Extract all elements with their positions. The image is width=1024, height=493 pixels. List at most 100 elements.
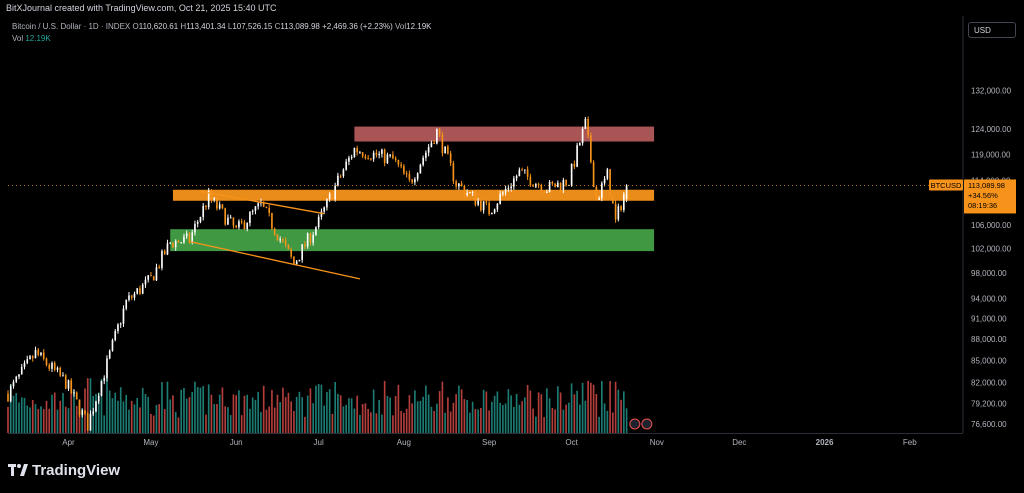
candle-body bbox=[155, 267, 158, 281]
volume-bar bbox=[331, 414, 334, 433]
volume-bar bbox=[53, 392, 56, 433]
candle-body bbox=[23, 362, 26, 367]
volume-bar bbox=[617, 389, 620, 433]
candle-body bbox=[265, 206, 268, 208]
volume-bar bbox=[361, 404, 364, 433]
volume-bar bbox=[345, 404, 347, 433]
volume-bar bbox=[317, 383, 320, 433]
volume-bar bbox=[62, 393, 64, 433]
x-tick-label: 2026 bbox=[816, 438, 834, 447]
volume-bar bbox=[496, 391, 499, 433]
volume-bar bbox=[246, 394, 249, 433]
volume-bar bbox=[67, 408, 70, 433]
volume-bar bbox=[460, 389, 463, 433]
volume-bar bbox=[422, 396, 424, 433]
candle-body bbox=[103, 377, 106, 381]
volume-bar bbox=[488, 410, 490, 433]
volume-bar bbox=[554, 409, 556, 433]
y-tick-label: 119,000.00 bbox=[971, 150, 1011, 159]
volume-bar bbox=[405, 408, 408, 433]
candle-body bbox=[513, 178, 515, 187]
candle-body bbox=[317, 216, 320, 228]
candle-body bbox=[557, 182, 559, 188]
y-tick-label: 132,000.00 bbox=[971, 87, 1012, 96]
symbol-line[interactable]: Bitcoin / U.S. Dollar · 1D · INDEX bbox=[12, 22, 131, 31]
candle-body bbox=[309, 233, 312, 243]
volume-bar bbox=[183, 387, 185, 433]
candles-layer bbox=[7, 116, 628, 431]
volume-bar bbox=[551, 407, 554, 433]
volume-bar bbox=[147, 396, 150, 433]
candle-body bbox=[331, 193, 334, 200]
volume-bar bbox=[416, 401, 419, 433]
candle-body bbox=[438, 129, 441, 135]
candle-body bbox=[529, 176, 532, 186]
candle-body bbox=[579, 143, 581, 146]
candle-body bbox=[496, 203, 499, 210]
candle-body bbox=[172, 242, 174, 248]
candle-body bbox=[447, 146, 449, 154]
volume-bar bbox=[128, 409, 130, 433]
volume-bar bbox=[510, 395, 512, 433]
volume-bar bbox=[480, 407, 482, 433]
candle-body bbox=[276, 234, 279, 241]
vol-legend-label[interactable]: Vol bbox=[12, 34, 24, 43]
volume-bar bbox=[100, 378, 103, 433]
volume-bar bbox=[559, 392, 562, 433]
candle-body bbox=[40, 352, 42, 355]
volume-bar bbox=[37, 409, 40, 433]
y-tick-label: 88,000.00 bbox=[971, 335, 1007, 344]
low-value: 107,526.15 bbox=[232, 22, 273, 31]
candle-body bbox=[246, 223, 249, 229]
volume-bar bbox=[45, 400, 48, 433]
candle-body bbox=[598, 198, 600, 200]
candle-body bbox=[540, 185, 543, 193]
candle-body bbox=[334, 185, 336, 200]
volume-bar bbox=[227, 407, 229, 433]
candle-body bbox=[521, 169, 523, 171]
volume-bar bbox=[381, 414, 383, 433]
candle-body bbox=[29, 356, 31, 360]
candle-body bbox=[348, 157, 350, 162]
candle-body bbox=[425, 152, 427, 158]
candle-body bbox=[150, 275, 152, 277]
zone-resistance bbox=[354, 126, 655, 142]
volume-bar bbox=[152, 415, 155, 433]
volume-bar bbox=[477, 409, 479, 433]
volume-bar bbox=[463, 399, 466, 433]
volume-bar bbox=[301, 397, 303, 433]
volume-bar bbox=[133, 404, 136, 433]
candle-body bbox=[295, 261, 298, 264]
tradingview-logo[interactable]: TradingView bbox=[8, 462, 120, 479]
candle-body bbox=[400, 164, 402, 167]
x-tick-label: Nov bbox=[650, 438, 664, 447]
volume-bar bbox=[469, 412, 471, 433]
volume-bar bbox=[122, 401, 125, 433]
volume-bar bbox=[386, 395, 389, 433]
vol-legend-value: 12.19K bbox=[25, 34, 51, 43]
volume-bar bbox=[370, 412, 372, 433]
volume-bar bbox=[584, 400, 587, 433]
volume-bar bbox=[95, 393, 97, 433]
volume-bar bbox=[240, 415, 243, 433]
volume-value: 12.19K bbox=[406, 22, 432, 31]
candle-body bbox=[326, 198, 328, 208]
candle-body bbox=[482, 201, 485, 211]
volume-bar bbox=[518, 404, 521, 433]
volume-bar bbox=[425, 385, 427, 433]
volume-bar bbox=[372, 389, 375, 433]
volume-bar bbox=[119, 387, 122, 433]
volume-bar bbox=[419, 400, 422, 433]
currency-button[interactable]: USD bbox=[968, 22, 1016, 38]
volume-bar bbox=[526, 384, 529, 433]
volume-bar bbox=[427, 394, 430, 433]
volume-bar bbox=[265, 409, 268, 433]
candle-body bbox=[587, 118, 589, 136]
volume-bar bbox=[97, 392, 100, 433]
candle-body bbox=[378, 153, 380, 156]
volume-bar bbox=[587, 380, 589, 433]
candle-body bbox=[389, 154, 391, 156]
volume-bar bbox=[609, 381, 611, 433]
volume-bar bbox=[309, 388, 312, 433]
